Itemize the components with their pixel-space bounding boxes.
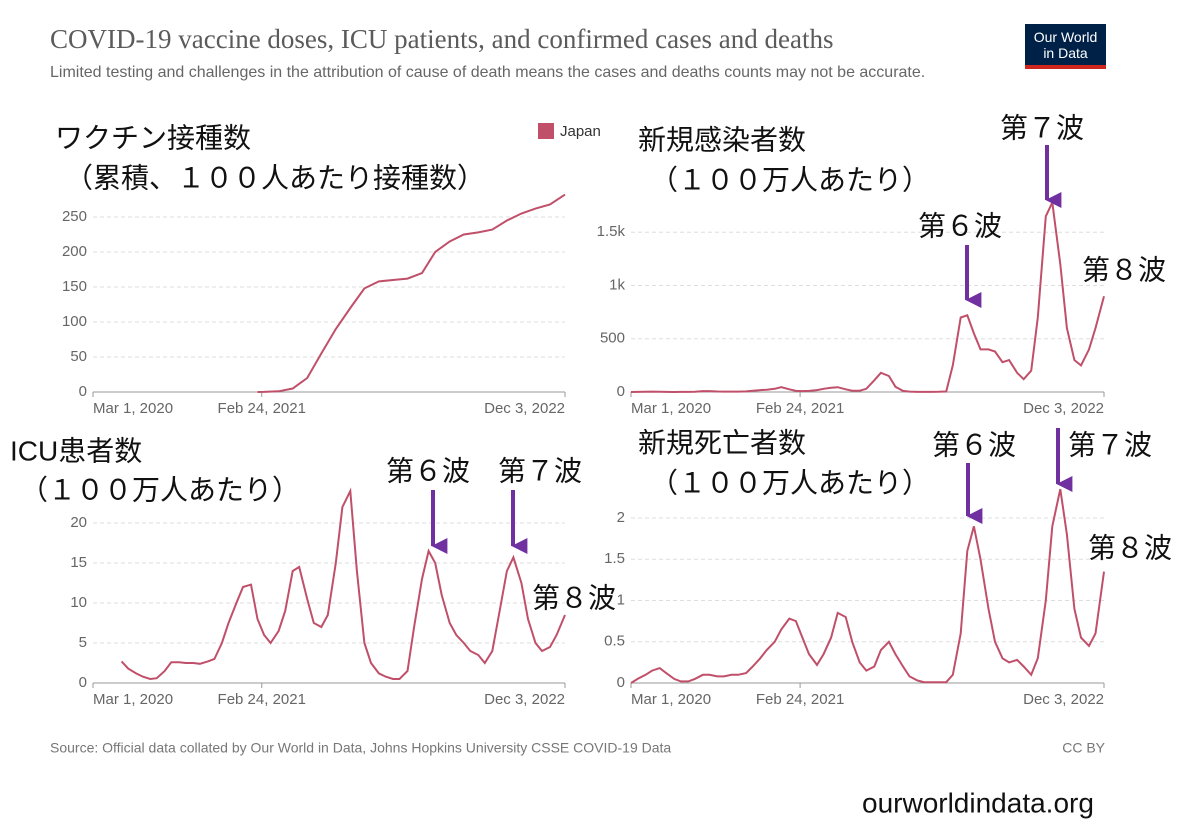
y-tick-label: 0	[617, 383, 625, 400]
panel-title: （１００万人あたり）	[650, 467, 930, 498]
source: Source: Official data collated by Our Wo…	[50, 740, 671, 756]
y-tick-label: 2	[617, 509, 625, 526]
license: CC BY	[1062, 740, 1105, 756]
x-tick-label: Feb 24, 2021	[756, 691, 844, 708]
y-tick-label: 250	[62, 208, 87, 225]
page-title: COVID-19 vaccine doses, ICU patients, an…	[50, 24, 834, 54]
y-tick-label: 1.5	[604, 550, 625, 567]
y-tick-label: 0.5	[604, 633, 625, 650]
x-tick-label: Dec 3, 2022	[484, 400, 565, 417]
y-tick-label: 5	[79, 634, 87, 651]
y-tick-label: 1.5k	[597, 223, 626, 240]
annotation: 第７波	[1000, 112, 1084, 143]
site-url: ourworldindata.org	[862, 787, 1094, 818]
x-tick-label: Dec 3, 2022	[1023, 691, 1104, 708]
y-tick-label: 500	[600, 330, 625, 347]
line	[630, 198, 1105, 394]
page-subtitle: Limited testing and challenges in the at…	[50, 64, 926, 81]
y-tick-label: 1k	[609, 276, 625, 293]
annotation: 第８波	[1082, 254, 1166, 285]
panel-title: （累積、１００人あたり接種数）	[65, 162, 485, 193]
y-tick-label: 0	[79, 674, 87, 691]
line	[630, 488, 1105, 684]
logo: Our World in Data	[1025, 24, 1106, 69]
x-tick-label: Feb 24, 2021	[218, 691, 306, 708]
annotation: 第６波	[932, 429, 1016, 460]
x-tick-label: Dec 3, 2022	[484, 691, 565, 708]
x-tick-label: Feb 24, 2021	[218, 400, 306, 417]
y-tick-label: 20	[70, 514, 87, 531]
annotation: 第８波	[1088, 532, 1172, 563]
panel-title: （１００万人あたり）	[650, 164, 930, 195]
panel-title: 新規死亡者数	[638, 427, 806, 458]
x-tick-label: Dec 3, 2022	[1023, 400, 1104, 417]
annotation: 第６波	[918, 210, 1002, 241]
y-tick-label: 200	[62, 243, 87, 260]
annotation: 第７波	[498, 455, 582, 486]
y-tick-label: 150	[62, 278, 87, 295]
y-tick-label: 100	[62, 313, 87, 330]
y-tick-label: 15	[70, 554, 87, 571]
x-tick-label: Feb 24, 2021	[756, 400, 844, 417]
panel-title: （１００万人あたり）	[20, 474, 300, 505]
line	[120, 487, 566, 681]
x-tick-label: Mar 1, 2020	[93, 400, 173, 417]
annotation: 第８波	[532, 582, 616, 613]
y-tick-label: 10	[70, 594, 87, 611]
y-tick-label: 50	[70, 348, 87, 365]
y-tick-label: 0	[79, 383, 87, 400]
x-tick-label: Mar 1, 2020	[93, 691, 173, 708]
panel-title: 新規感染者数	[638, 124, 806, 155]
y-tick-label: 1	[617, 591, 625, 608]
x-tick-label: Mar 1, 2020	[631, 400, 711, 417]
legend-label: Japan	[560, 123, 601, 140]
panel-title: ICU患者数	[10, 435, 142, 466]
legend-swatch	[538, 123, 554, 139]
panel-title: ワクチン接種数	[55, 122, 251, 153]
logo-line: Our World	[1033, 29, 1098, 45]
logo-line: in Data	[1043, 45, 1088, 61]
annotation: 第７波	[1068, 429, 1152, 460]
y-tick-label: 0	[617, 674, 625, 691]
x-tick-label: Mar 1, 2020	[631, 691, 711, 708]
line	[257, 193, 566, 393]
annotation: 第６波	[386, 455, 470, 486]
